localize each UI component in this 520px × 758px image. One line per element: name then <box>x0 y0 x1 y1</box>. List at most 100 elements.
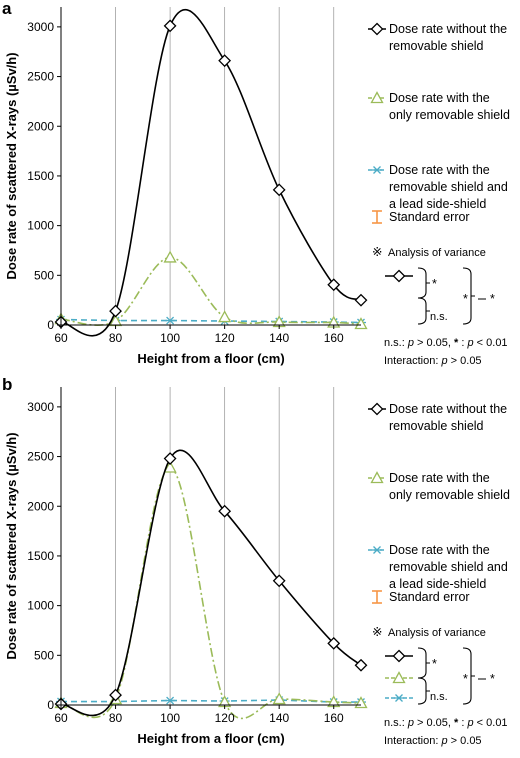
anova-bracket <box>417 647 430 679</box>
stats-fragment: < 0.01 <box>474 337 508 349</box>
data-point-series-0 <box>354 658 368 672</box>
series-line-1 <box>60 256 362 326</box>
x-tick-label: 60 <box>54 331 68 345</box>
y-axis-title: Dose rate of scattered X-rays (µSv/h) <box>4 432 19 659</box>
x-tick-label: 100 <box>160 711 180 725</box>
x-tick-label: 140 <box>269 711 289 725</box>
anova-marker-0 <box>392 649 406 663</box>
stats-fragment: p <box>440 355 447 367</box>
data-point-series-0 <box>272 183 286 197</box>
panel-letter-b: b <box>2 375 12 394</box>
x-tick-label: 120 <box>215 331 235 345</box>
y-tick-label: 0 <box>47 698 54 712</box>
axes: 0 500 1000 1500 2000 2500 3000 60 80 100 120 140 160 <box>27 387 361 725</box>
legend-marker-2 <box>372 546 382 554</box>
legend-label: removable shield <box>389 419 484 433</box>
data-point-series-0 <box>218 504 232 518</box>
legend-label: a lead side-shield <box>389 577 486 591</box>
y-tick-label: 1000 <box>27 219 54 233</box>
x-tick-label: 140 <box>269 331 289 345</box>
legend-label: only removable shield <box>389 108 510 122</box>
legend-label: Dose rate without the <box>389 22 507 36</box>
data-point-series-0 <box>163 19 177 33</box>
error-bar-icon <box>372 590 382 604</box>
y-tick-label: 500 <box>34 648 54 662</box>
error-bar-label: Standard error <box>389 210 470 224</box>
data-point-series-0 <box>109 688 122 702</box>
x-tick-label: 100 <box>160 331 180 345</box>
anova-ns-label: n.s. <box>430 311 448 323</box>
y-tick-label: 1000 <box>27 599 54 613</box>
series-line-2 <box>60 318 362 324</box>
anova-bracket <box>417 297 430 325</box>
stats-fragment: < 0.01 <box>474 717 508 729</box>
x-axis-title: Height from a floor (cm) <box>137 351 284 366</box>
legend-label: only removable shield <box>389 488 510 502</box>
chart-panel-a: a 0 500 1000 1500 2000 2500 3000 60 80 100 120 140 1… <box>2 0 510 367</box>
x-tick-label: 80 <box>109 331 123 345</box>
stats-fragment: Interaction: <box>384 735 441 747</box>
x-tick-label: 160 <box>324 711 344 725</box>
data-point-series-1 <box>272 692 286 705</box>
x-tick-label: 160 <box>324 331 344 345</box>
x-tick-label: 120 <box>215 711 235 725</box>
data-point-series-2 <box>165 316 176 325</box>
stats-fragment: p <box>407 337 414 349</box>
stats-fragment: > 0.05, <box>414 337 454 349</box>
anova-significance-mark: * <box>432 277 437 291</box>
grid-lines <box>115 387 335 705</box>
x-tick-label: 60 <box>54 711 68 725</box>
y-tick-label: 3000 <box>27 400 54 414</box>
error-bar-icon <box>372 210 382 224</box>
legend-label: a lead side-shield <box>389 197 486 211</box>
anova-marker-1 <box>392 671 406 684</box>
legend-marker-0 <box>370 22 384 36</box>
anova-significance-mark: * <box>463 672 468 686</box>
stats-footnote-2: Interaction: p > 0.05 <box>384 735 482 747</box>
stats-fragment: * <box>454 717 459 729</box>
legend-marker-1 <box>370 471 384 484</box>
anova-significance-mark: * <box>490 672 495 686</box>
legend-label: Dose rate with the <box>389 543 490 557</box>
data-point-series-2 <box>165 696 176 705</box>
data-point-series-1 <box>218 310 232 323</box>
reference-mark: ※ <box>372 625 382 639</box>
anova-marker-2 <box>394 694 404 702</box>
error-bar-label: Standard error <box>389 590 470 604</box>
stats-fragment: n.s.: <box>384 337 408 349</box>
data-point-series-0 <box>354 293 368 307</box>
stats-footnote-1: n.s.: p > 0.05, * : p < 0.01 <box>384 717 508 729</box>
legend-label: removable shield and <box>389 560 508 574</box>
plot-series <box>54 449 368 719</box>
stats-footnote-2: Interaction: p > 0.05 <box>384 355 482 367</box>
y-tick-label: 2500 <box>27 70 54 84</box>
y-tick-label: 1500 <box>27 169 54 183</box>
panel-letter-a: a <box>2 0 12 18</box>
chart-panel-b: b 0 500 1000 1500 2000 2500 3000 60 80 100 120 140 1… <box>2 375 510 747</box>
legend-label: removable shield and <box>389 180 508 194</box>
anova-bracket <box>417 677 430 705</box>
series-line-1 <box>60 466 362 719</box>
y-axis-title: Dose rate of scattered X-rays (µSv/h) <box>4 52 19 279</box>
data-point-series-0 <box>218 54 232 68</box>
series-line-0 <box>60 9 362 337</box>
anova-significance-mark: * <box>432 657 437 671</box>
stats-fragment: * <box>454 337 459 349</box>
anova-bracket <box>417 267 430 299</box>
data-point-series-0 <box>272 574 286 588</box>
legend-label: Dose rate without the <box>389 402 507 416</box>
legend: Dose rate without the removable shield Dos… <box>368 402 510 747</box>
data-point-series-0 <box>163 452 177 465</box>
legend-marker-1 <box>370 91 384 104</box>
legend-label: Dose rate with the <box>389 471 490 485</box>
axes: 0 500 1000 1500 2000 2500 3000 60 80 100 120 140 160 <box>27 7 361 345</box>
stats-fragment: Interaction: <box>384 355 441 367</box>
stats-fragment: > 0.05, <box>414 717 454 729</box>
reference-mark: ※ <box>372 245 382 259</box>
data-point-series-0 <box>327 278 341 292</box>
y-tick-label: 1500 <box>27 549 54 563</box>
anova-title: Analysis of variance <box>388 627 486 639</box>
series-line-0 <box>60 449 362 717</box>
x-axis-title: Height from a floor (cm) <box>137 731 284 746</box>
